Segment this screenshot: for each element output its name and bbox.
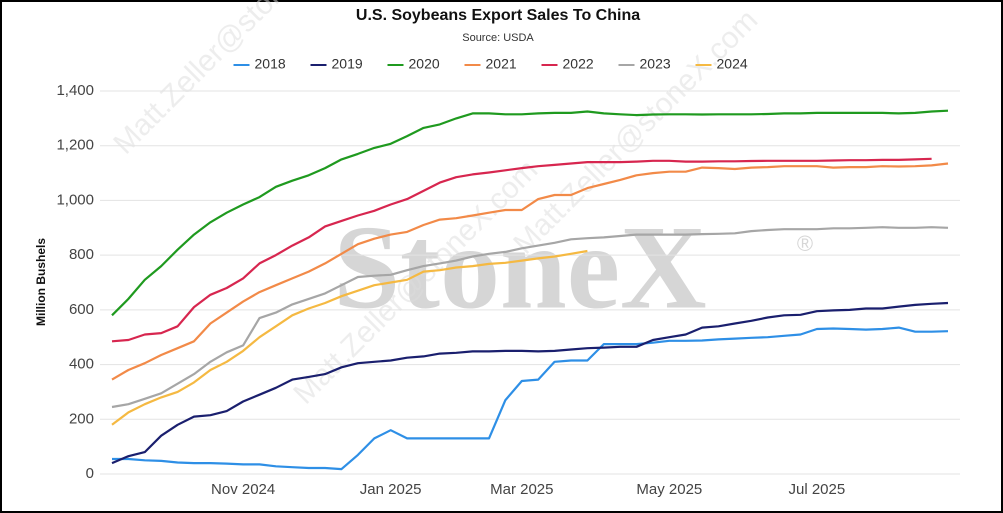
watermark-mark: ® <box>797 231 813 256</box>
legend-label: 2021 <box>486 56 517 72</box>
legend-label: 2022 <box>563 56 594 72</box>
y-tick-label: 0 <box>86 465 94 482</box>
series-line <box>111 301 949 465</box>
y-tick-label: 600 <box>69 301 94 318</box>
legend-label: 2020 <box>409 56 440 72</box>
chart-subtitle: Source: USDA <box>462 32 534 44</box>
y-tick-label: 200 <box>69 410 94 427</box>
legend-label: 2024 <box>717 56 748 72</box>
series-line <box>111 109 949 317</box>
x-tick-label: Jul 2025 <box>789 481 846 498</box>
series-line <box>112 326 949 471</box>
series-line <box>111 249 588 426</box>
plot: 0 200 400 600 800 1,000 1,200 1,400 Nov 2024 Jan … <box>56 56 960 498</box>
x-tick-label: Nov 2024 <box>211 481 275 498</box>
x-tick-label: Mar 2025 <box>490 481 553 498</box>
legend-label: 2018 <box>255 56 286 72</box>
y-tick-label: 800 <box>69 246 94 263</box>
series-line <box>111 157 932 343</box>
series-line <box>111 226 949 409</box>
y-tick-label: 1,000 <box>56 191 94 208</box>
x-tick-label: Jan 2025 <box>360 481 422 498</box>
chart-title: U.S. Soybeans Export Sales To China <box>356 7 640 24</box>
legend-label: 2023 <box>640 56 671 72</box>
legend-label: 2019 <box>332 56 363 72</box>
y-tick-label: 400 <box>69 356 94 373</box>
x-tick-label: May 2025 <box>636 481 702 498</box>
y-tick-label: 1,200 <box>56 137 94 154</box>
y-tick-label: 1,400 <box>56 82 94 99</box>
series-line <box>111 162 949 381</box>
watermark: StoneX <box>333 201 706 334</box>
y-axis-label: Million Bushels <box>34 238 48 326</box>
